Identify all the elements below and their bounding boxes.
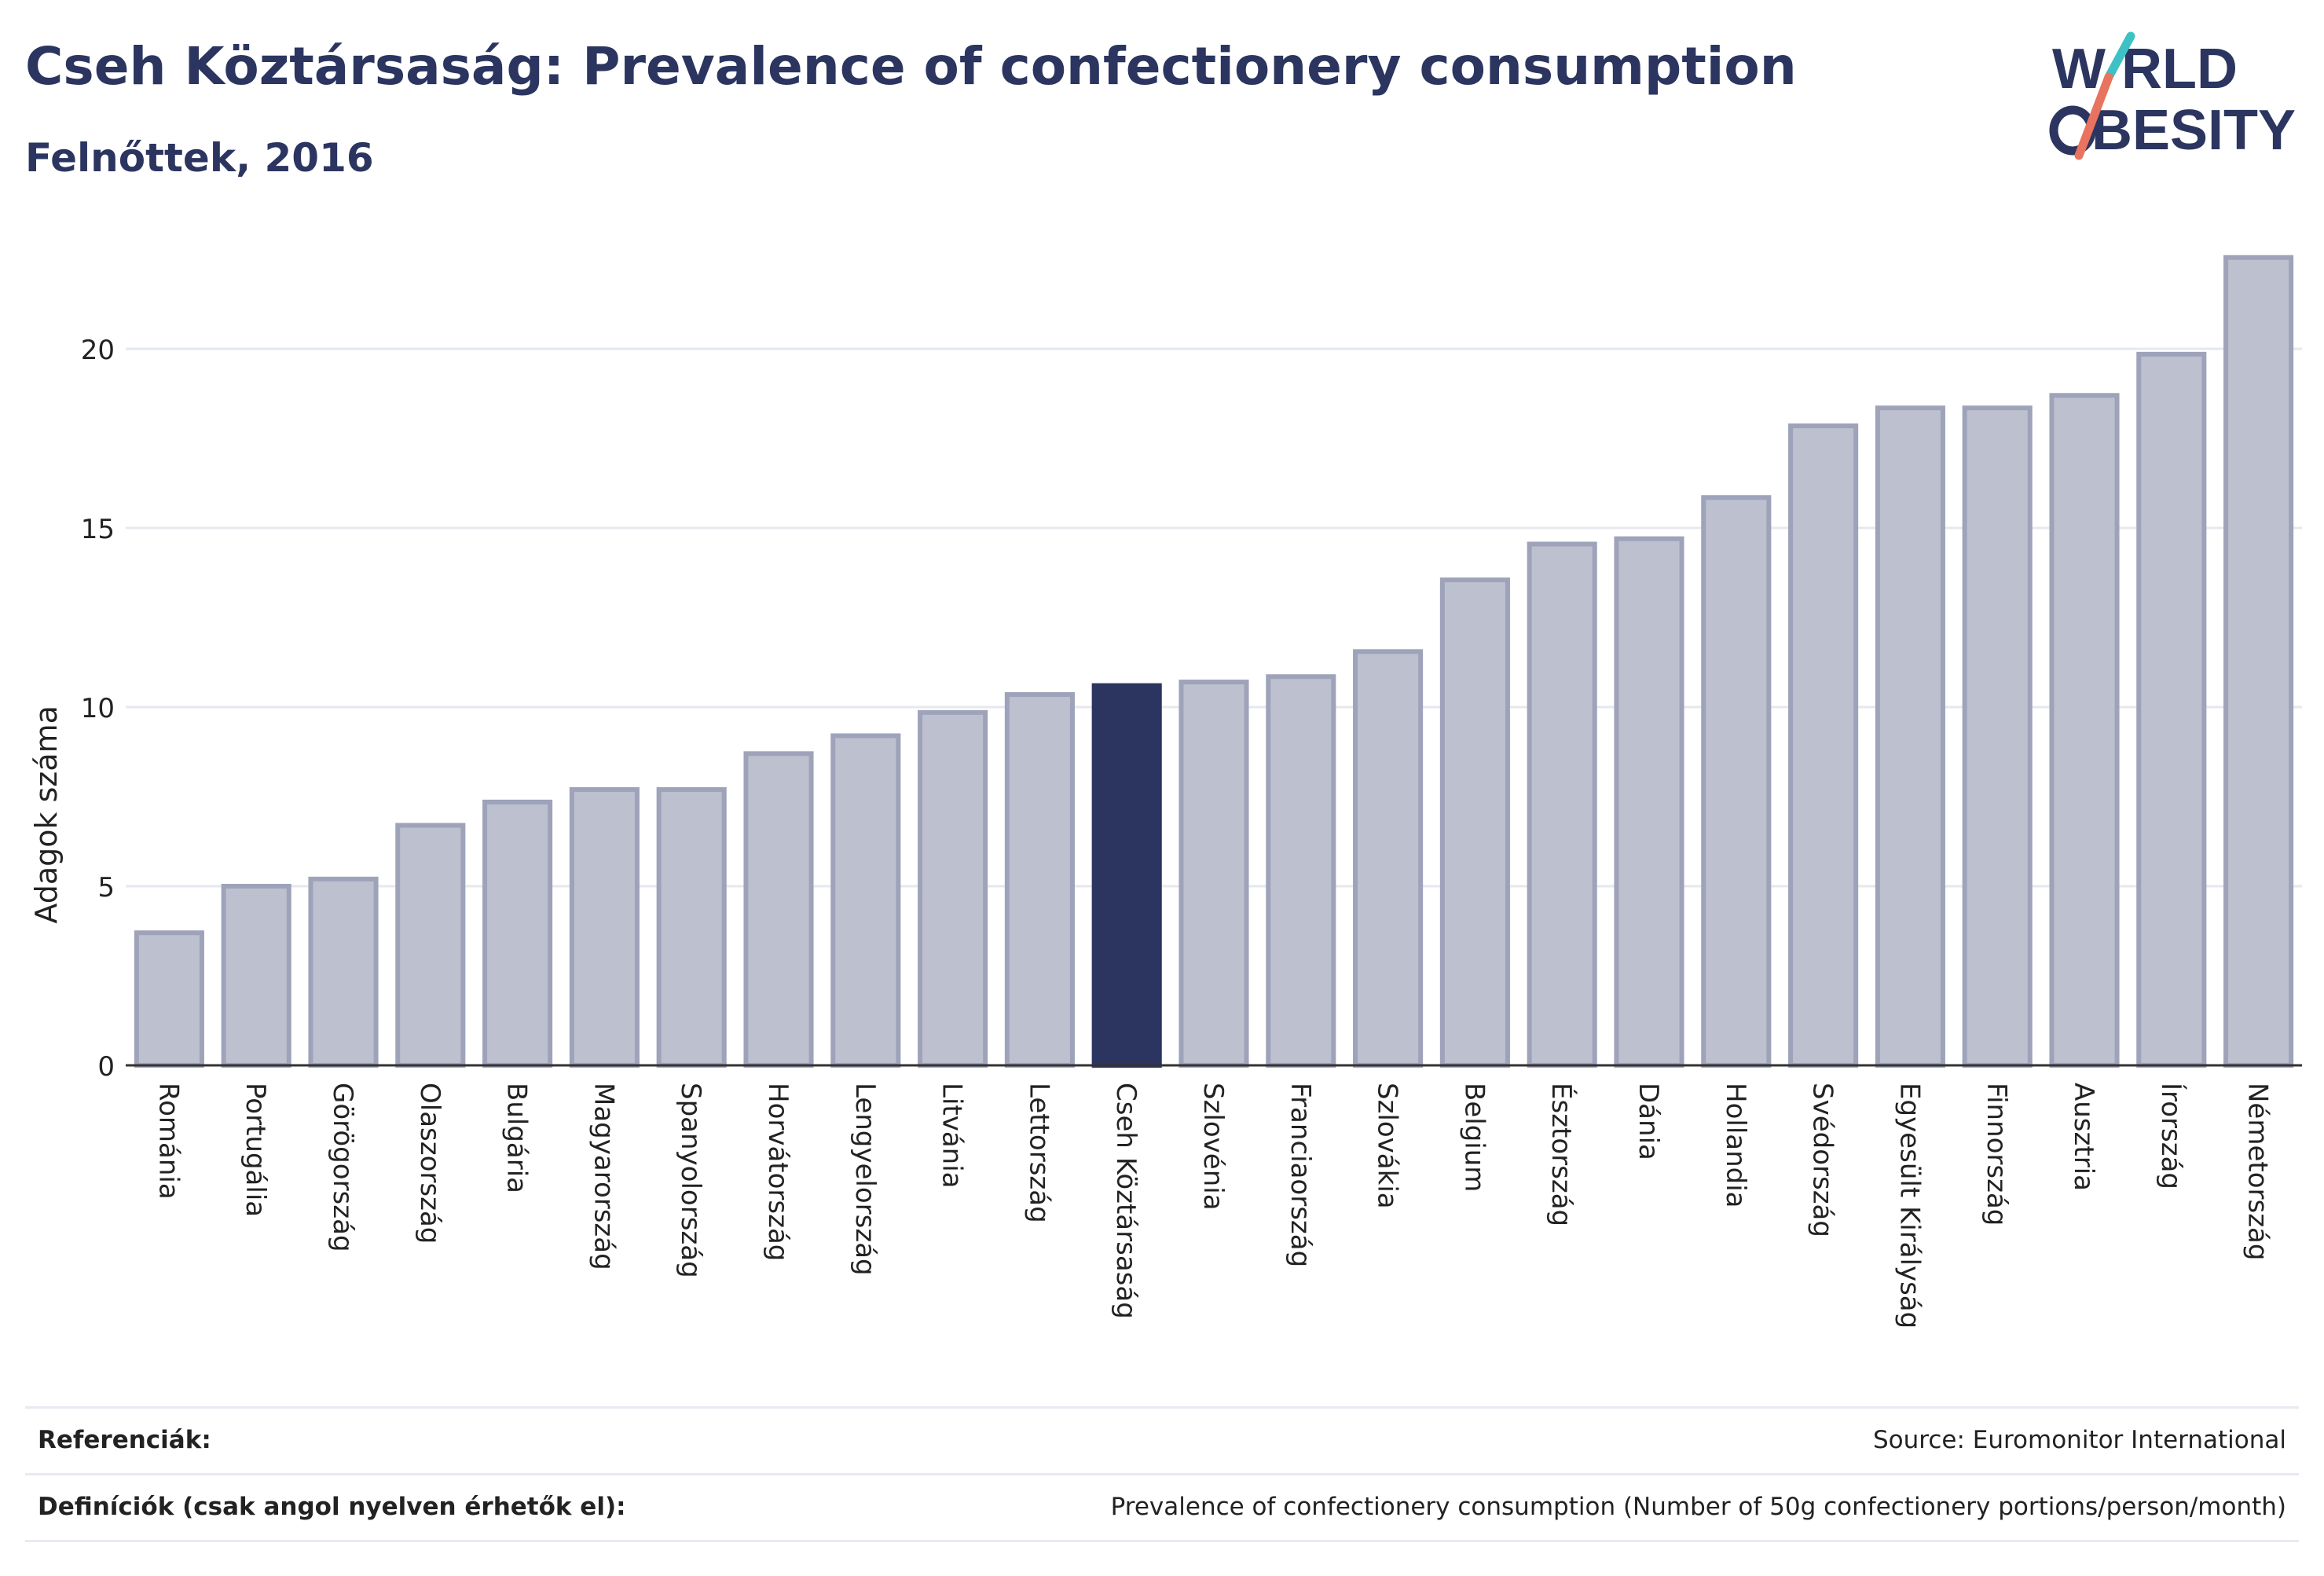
bar: [918, 709, 988, 1068]
y-tick-label: 5: [97, 872, 115, 903]
references-table: Referenciák: Source: Euromonitor Interna…: [25, 1406, 2299, 1542]
x-tick-label: Horvátország: [762, 1083, 794, 1261]
x-tick-label: Szlovákia: [1372, 1083, 1403, 1209]
bar-highlighted: [1091, 683, 1162, 1068]
x-tick-label: Görögország: [327, 1083, 358, 1252]
x-tick-label: Litvánia: [937, 1083, 968, 1189]
x-tick-label: Lengyelország: [849, 1083, 881, 1276]
logo-slash-coral: [2074, 72, 2113, 160]
chart-title: Cseh Köztársaság: Prevalence of confecti…: [25, 36, 1797, 97]
bar: [1701, 495, 1772, 1068]
bar: [2049, 393, 2120, 1068]
definitions-row: Definíciók (csak angol nyelven érhetők e…: [25, 1473, 2299, 1542]
x-tick-label: Dánia: [1633, 1083, 1664, 1160]
logo-slash-teal: [2104, 31, 2135, 82]
bar: [569, 786, 640, 1068]
references-label: Referenciák:: [38, 1426, 211, 1454]
bar: [656, 786, 727, 1068]
x-tick-label: Belgium: [1458, 1083, 1490, 1192]
x-tick-label: Németország: [2242, 1083, 2274, 1260]
x-tick-label: Hollandia: [1720, 1083, 1751, 1208]
bar: [1266, 674, 1336, 1068]
x-tick-label: Lettország: [1023, 1083, 1054, 1223]
bar: [830, 733, 901, 1068]
references-value: Source: Euromonitor International: [1872, 1426, 2286, 1454]
x-tick-label: Magyarország: [588, 1083, 619, 1270]
bar: [1875, 405, 1945, 1068]
definitions-label: Definíciók (csak angol nyelven érhetők e…: [38, 1493, 626, 1521]
bar-chart: 0 5 10 15 20 Adagok száma Románia Portugália Gör…: [29, 255, 2302, 1329]
bar: [1962, 405, 2033, 1068]
bar: [2136, 351, 2207, 1068]
bar: [308, 876, 379, 1068]
x-tick-label: Ausztria: [2068, 1083, 2099, 1191]
chart-subtitle: Felnőttek, 2016: [25, 135, 374, 181]
y-axis-title: Adagok száma: [29, 706, 64, 924]
y-tick-label: 15: [81, 514, 115, 545]
y-tick-label: 20: [81, 335, 115, 366]
y-tick-label: 10: [81, 693, 115, 724]
y-tick-label: 0: [97, 1051, 115, 1083]
bar: [1614, 536, 1684, 1068]
logo-text-world: W RLD: [2052, 38, 2238, 101]
bar: [482, 799, 553, 1068]
x-tick-label: Finnország: [1981, 1083, 2012, 1226]
x-tick-label: Románia: [152, 1083, 184, 1200]
x-tick-label: Szlovénia: [1197, 1083, 1229, 1211]
bar: [1788, 423, 1859, 1068]
x-tick-label: Cseh Köztársaság: [1110, 1083, 1142, 1319]
world-obesity-logo: W RLD BESITY: [2049, 31, 2296, 162]
references-row: Referenciák: Source: Euromonitor Interna…: [25, 1406, 2299, 1473]
bar: [1004, 692, 1075, 1068]
bar: [221, 884, 291, 1068]
bar: [1439, 577, 1510, 1068]
x-tick-label: Portugália: [240, 1083, 271, 1217]
definitions-value: Prevalence of confectionery consumption …: [1110, 1493, 2286, 1521]
x-tick-label: Észtország: [1545, 1083, 1578, 1226]
x-tick-label: Írország: [2155, 1083, 2187, 1189]
bar: [2223, 255, 2294, 1068]
x-tick-label: Franciaország: [1285, 1083, 1316, 1267]
bar: [1527, 541, 1597, 1068]
bar: [743, 751, 814, 1068]
bar: [134, 930, 204, 1068]
logo-text-obesity: BESITY: [2091, 99, 2296, 162]
x-tick-label: Olaszország: [414, 1083, 445, 1244]
x-tick-label: Egyesült Királyság: [1893, 1083, 1925, 1329]
bar: [395, 823, 466, 1068]
bar: [1178, 680, 1249, 1068]
x-tick-label: Bulgária: [501, 1083, 533, 1193]
x-tick-label: Spanyolország: [675, 1083, 706, 1278]
bar: [1353, 649, 1424, 1068]
x-tick-label: Svédország: [1807, 1083, 1838, 1237]
